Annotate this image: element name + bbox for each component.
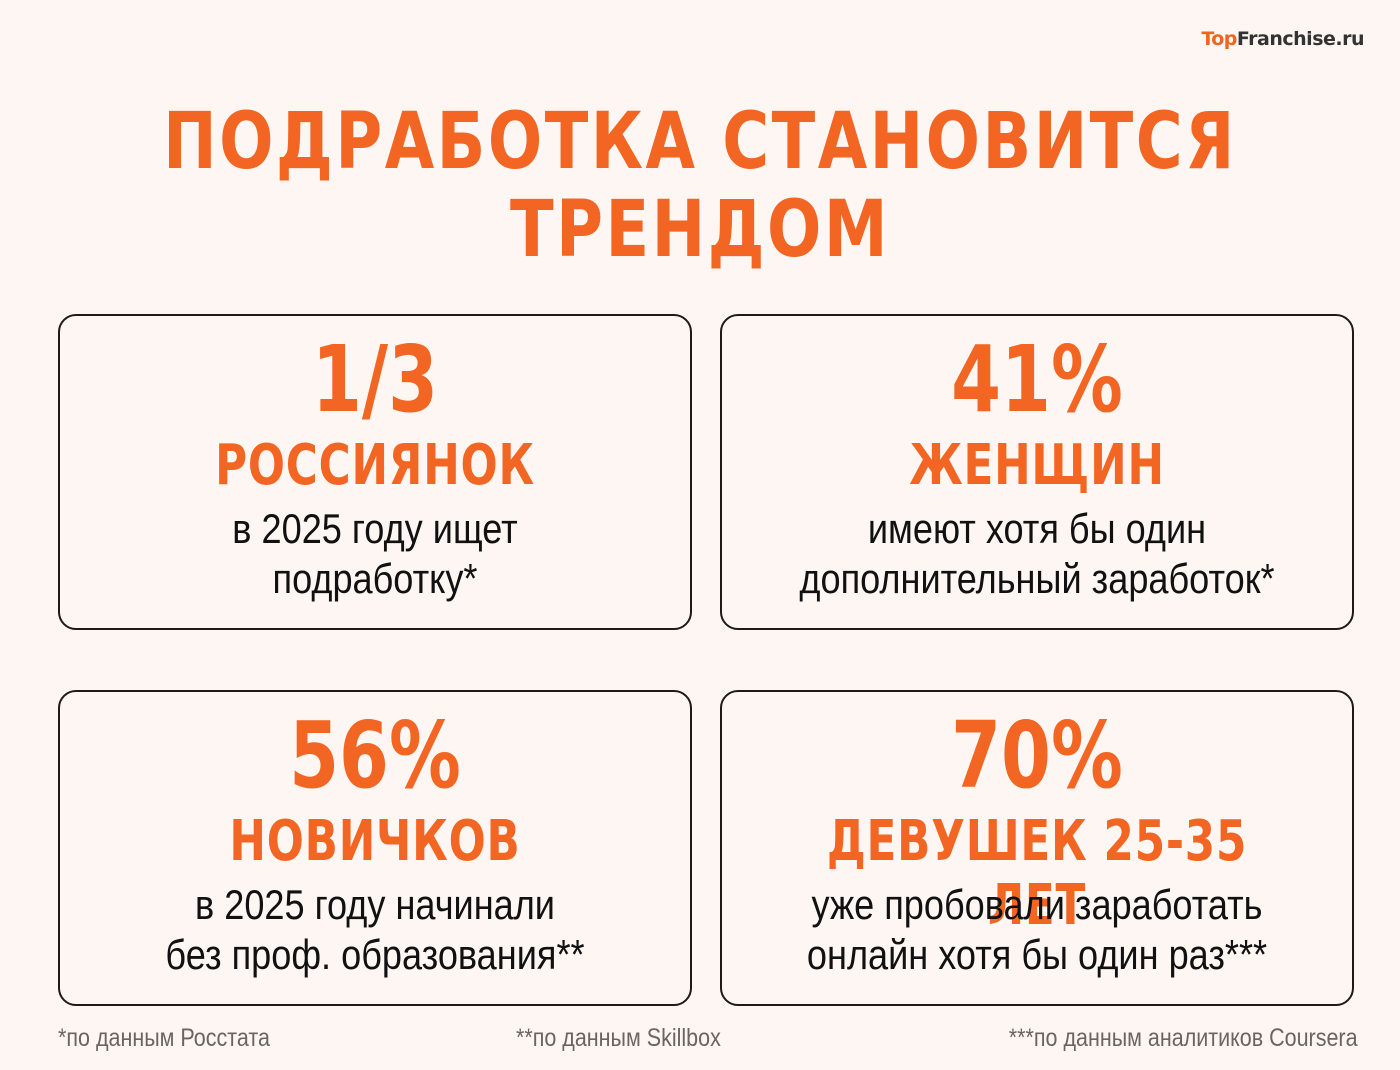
stat-subject: ДЕВУШЕК 25-35 ЛЕТ (826, 809, 1248, 938)
stat-description-line-1: имеют хотя бы один (867, 505, 1207, 552)
stat-value: 41% (951, 326, 1123, 433)
stat-value: 56% (289, 702, 461, 809)
stat-description: в 2025 году ищет подработку* (60, 504, 690, 604)
stat-description-line-1: в 2025 году ищет (232, 505, 518, 552)
stat-card-beginners: 56% НОВИЧКОВ в 2025 году начинали без пр… (58, 690, 692, 1006)
stat-description: в 2025 году начинали без проф. образован… (60, 880, 690, 980)
stat-description-line-2: онлайн хотя бы один раз*** (806, 931, 1268, 978)
stat-card-russian-women: 1/3 РОССИЯНОК в 2025 году ищет подработк… (58, 314, 692, 630)
stat-description-line-2: дополнительный заработок* (799, 555, 1275, 602)
stat-value: 1/3 (311, 326, 439, 433)
page-title-line-1: ПОДРАБОТКА СТАНОВИТСЯ (163, 97, 1237, 187)
stat-description-line-2: без проф. образования** (165, 931, 585, 978)
stat-description-line-1: уже пробовали заработать (811, 881, 1263, 928)
stat-description: уже пробовали заработать онлайн хотя бы … (722, 880, 1352, 980)
brand-logo: TopFranchise.ru (1201, 28, 1364, 50)
brand-logo-franchise: Franchise.ru (1236, 28, 1365, 50)
stat-description-line-1: в 2025 году начинали (195, 881, 555, 928)
page-title: ПОДРАБОТКА СТАНОВИТСЯ ТРЕНДОМ (126, 98, 1274, 274)
stat-card-young-women: 70% ДЕВУШЕК 25-35 ЛЕТ уже пробовали зара… (720, 690, 1354, 1006)
footnote-coursera: ***по данным аналитиков Coursera (1009, 1024, 1358, 1052)
stat-description: имеют хотя бы один дополнительный зарабо… (722, 504, 1352, 604)
stat-card-women: 41% ЖЕНЩИН имеют хотя бы один дополнител… (720, 314, 1354, 630)
stat-description-line-2: подработку* (272, 555, 478, 602)
stat-subject: ЖЕНЩИН (909, 433, 1165, 498)
page-title-line-2: ТРЕНДОМ (510, 185, 890, 275)
stat-subject: РОССИЯНОК (215, 433, 535, 498)
brand-logo-top: Top (1201, 28, 1237, 50)
footnote-skillbox: **по данным Skillbox (516, 1024, 721, 1052)
stat-subject: НОВИЧКОВ (229, 809, 521, 874)
stat-value: 70% (951, 702, 1123, 809)
footnote-rosstat: *по данным Росстата (58, 1024, 270, 1052)
